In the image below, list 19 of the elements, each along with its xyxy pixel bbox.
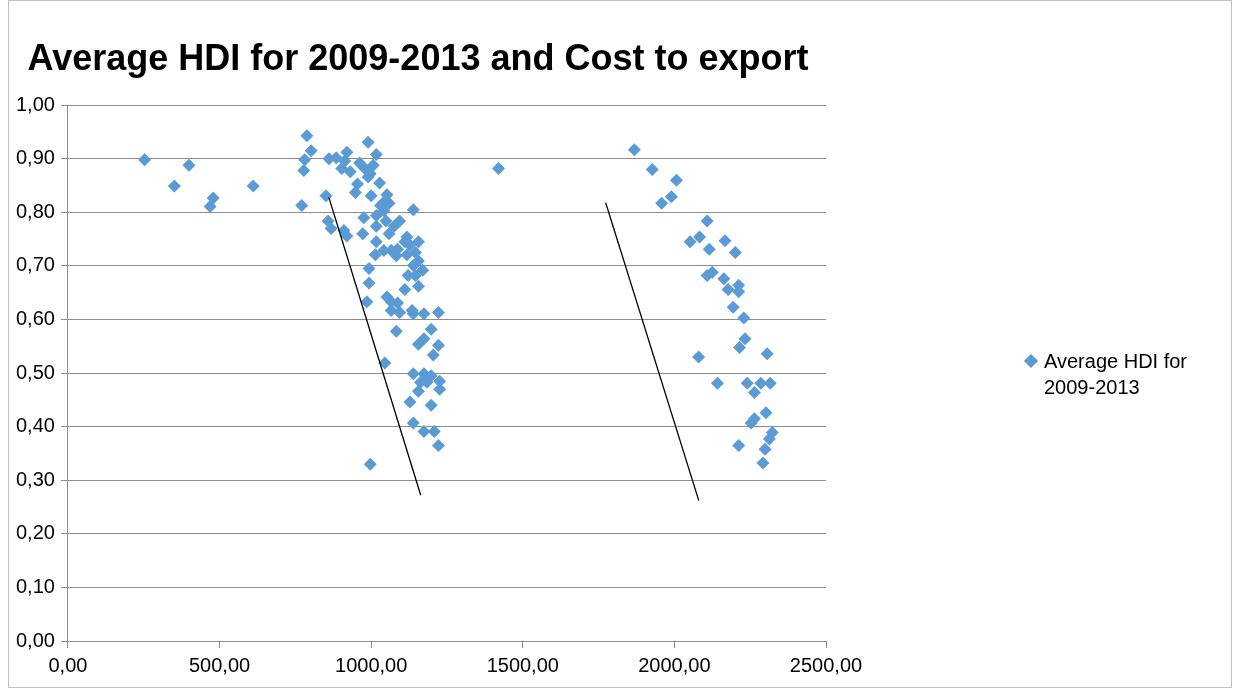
- x-tick-label: 1500,00: [486, 653, 559, 676]
- legend-label: Average HDI for 2009-2013: [1044, 349, 1189, 400]
- y-tick-label: 0,70: [15, 253, 55, 276]
- y-tick-label: 1,00: [15, 92, 55, 115]
- y-tick-label: 0,50: [15, 360, 55, 383]
- x-tick-label: 1000,00: [335, 653, 408, 676]
- y-tick-label: 0,60: [15, 307, 55, 330]
- y-tick-label: 0,90: [15, 146, 55, 169]
- chart-title: Average HDI for 2009-2013 and Cost to export: [27, 36, 809, 78]
- y-tick-label: 0,10: [15, 574, 55, 597]
- y-tick-label: 0,80: [15, 199, 55, 222]
- x-tick-label: 0,00: [48, 653, 88, 676]
- y-tick-label: 0,20: [15, 521, 55, 544]
- y-tick-label: 0,00: [15, 628, 55, 651]
- x-tick-label: 2500,00: [789, 653, 863, 676]
- x-tick-label: 500,00: [188, 653, 251, 676]
- x-tick-label: 2000,00: [638, 653, 711, 676]
- y-tick-label: 0,30: [15, 467, 55, 490]
- y-tick-label: 0,40: [15, 414, 55, 437]
